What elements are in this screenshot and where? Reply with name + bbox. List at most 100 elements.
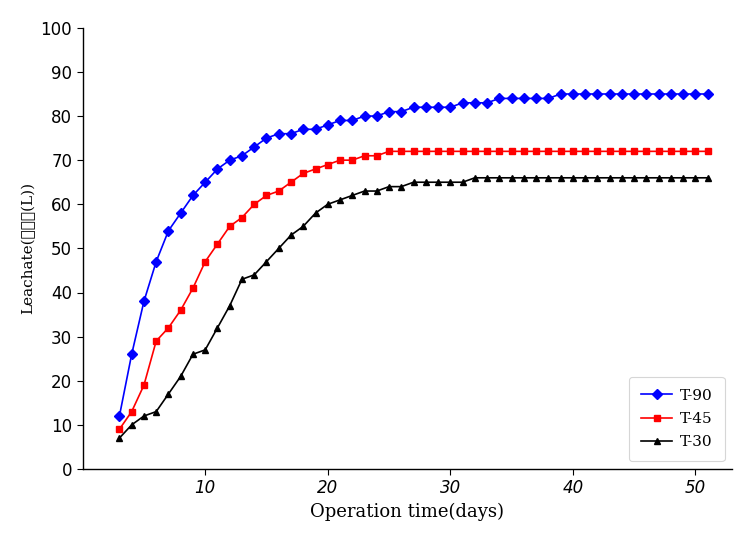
T-90 — [115, 413, 124, 420]
T-45 — [703, 148, 712, 154]
T-45 — [581, 148, 590, 154]
T-90 — [397, 108, 406, 115]
T-90 — [250, 144, 259, 150]
T-90 — [237, 152, 246, 159]
T-30 — [495, 175, 504, 181]
T-90 — [164, 228, 173, 234]
T-45 — [201, 259, 210, 265]
T-30 — [556, 175, 565, 181]
T-90 — [360, 113, 369, 119]
T-30 — [532, 175, 541, 181]
T-30 — [360, 188, 369, 194]
T-45 — [691, 148, 700, 154]
T-90 — [544, 95, 553, 102]
X-axis label: Operation time(days): Operation time(days) — [310, 503, 505, 521]
T-45 — [311, 166, 320, 172]
T-45 — [642, 148, 651, 154]
T-45 — [556, 148, 565, 154]
T-30 — [274, 245, 283, 251]
T-45 — [544, 148, 553, 154]
T-30 — [115, 435, 124, 441]
T-90 — [446, 104, 455, 111]
T-45 — [617, 148, 626, 154]
T-30 — [703, 175, 712, 181]
T-30 — [250, 272, 259, 278]
T-90 — [703, 91, 712, 97]
T-30 — [507, 175, 516, 181]
T-30 — [678, 175, 687, 181]
T-45 — [409, 148, 418, 154]
T-90 — [421, 104, 430, 111]
T-90 — [188, 192, 197, 199]
T-45 — [520, 148, 529, 154]
T-30 — [151, 408, 160, 415]
T-90 — [311, 126, 320, 133]
Line: T-30: T-30 — [116, 175, 711, 442]
T-30 — [666, 175, 675, 181]
T-30 — [139, 413, 148, 420]
T-45 — [385, 148, 394, 154]
T-30 — [176, 373, 185, 379]
T-30 — [581, 175, 590, 181]
T-30 — [642, 175, 651, 181]
T-30 — [311, 210, 320, 216]
T-30 — [593, 175, 602, 181]
T-30 — [483, 175, 492, 181]
T-45 — [225, 223, 234, 230]
T-90 — [532, 95, 541, 102]
T-30 — [127, 422, 136, 428]
T-45 — [446, 148, 455, 154]
T-45 — [237, 214, 246, 221]
T-45 — [360, 152, 369, 159]
T-90 — [483, 100, 492, 106]
T-45 — [323, 162, 332, 168]
T-45 — [434, 148, 443, 154]
T-45 — [569, 148, 578, 154]
T-30 — [471, 175, 480, 181]
T-90 — [520, 95, 529, 102]
T-30 — [397, 183, 406, 190]
T-90 — [336, 117, 345, 124]
T-30 — [372, 188, 381, 194]
T-90 — [176, 210, 185, 216]
T-90 — [348, 117, 357, 124]
T-30 — [630, 175, 639, 181]
T-45 — [666, 148, 675, 154]
T-90 — [151, 259, 160, 265]
T-90 — [581, 91, 590, 97]
T-45 — [286, 179, 295, 185]
T-90 — [458, 100, 467, 106]
T-30 — [691, 175, 700, 181]
T-30 — [617, 175, 626, 181]
Legend: T-90, T-45, T-30: T-90, T-45, T-30 — [630, 377, 724, 461]
T-90 — [372, 113, 381, 119]
T-90 — [678, 91, 687, 97]
T-30 — [544, 175, 553, 181]
T-90 — [299, 126, 308, 133]
T-45 — [654, 148, 663, 154]
T-45 — [532, 148, 541, 154]
T-45 — [151, 338, 160, 344]
T-45 — [299, 170, 308, 177]
T-30 — [569, 175, 578, 181]
T-90 — [127, 351, 136, 358]
T-30 — [385, 183, 394, 190]
T-30 — [336, 197, 345, 203]
T-30 — [421, 179, 430, 185]
T-30 — [458, 179, 467, 185]
T-45 — [605, 148, 614, 154]
Y-axis label: Leachate(누적량(L)): Leachate(누적량(L)) — [21, 182, 35, 314]
T-30 — [237, 276, 246, 282]
T-90 — [274, 131, 283, 137]
T-45 — [630, 148, 639, 154]
T-90 — [654, 91, 663, 97]
T-45 — [471, 148, 480, 154]
T-90 — [385, 108, 394, 115]
T-45 — [127, 408, 136, 415]
T-90 — [409, 104, 418, 111]
T-30 — [188, 351, 197, 358]
T-30 — [201, 346, 210, 353]
T-45 — [176, 307, 185, 313]
T-30 — [286, 232, 295, 238]
T-90 — [471, 100, 480, 106]
